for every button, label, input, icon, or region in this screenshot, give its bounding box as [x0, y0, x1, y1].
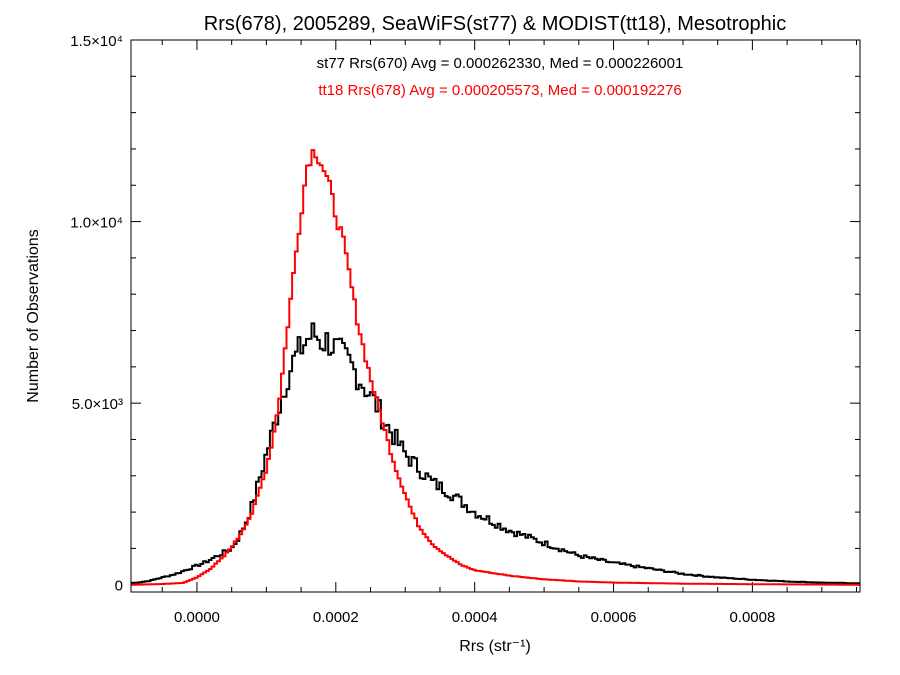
x-tick-label: 0.0000 [174, 609, 220, 626]
annotation-2: tt18 Rrs(678) Avg = 0.000205573, Med = 0… [318, 82, 681, 99]
x-tick-label: 0.0004 [452, 609, 498, 626]
series-st77-histogram [131, 322, 860, 585]
x-axis-label: Rrs (str⁻¹) [459, 638, 531, 655]
plot-frame [130, 39, 861, 593]
y-tick-label: 1.0×10⁴ [70, 215, 123, 232]
x-tick-label: 0.0008 [729, 609, 775, 626]
annotation-1: st77 Rrs(670) Avg = 0.000262330, Med = 0… [317, 55, 684, 72]
y-axis-label: Number of Observations [25, 229, 42, 402]
x-tick-label: 0.0002 [313, 609, 359, 626]
chart-title: Rrs(678), 2005289, SeaWiFS(st77) & MODIS… [204, 13, 786, 35]
y-tick-label: 0 [115, 578, 123, 595]
series-tt18-histogram [131, 149, 860, 586]
x-tick-label: 0.0006 [591, 609, 637, 626]
y-tick-label: 5.0×10³ [72, 396, 123, 413]
y-tick-label: 1.5×10⁴ [70, 33, 123, 50]
